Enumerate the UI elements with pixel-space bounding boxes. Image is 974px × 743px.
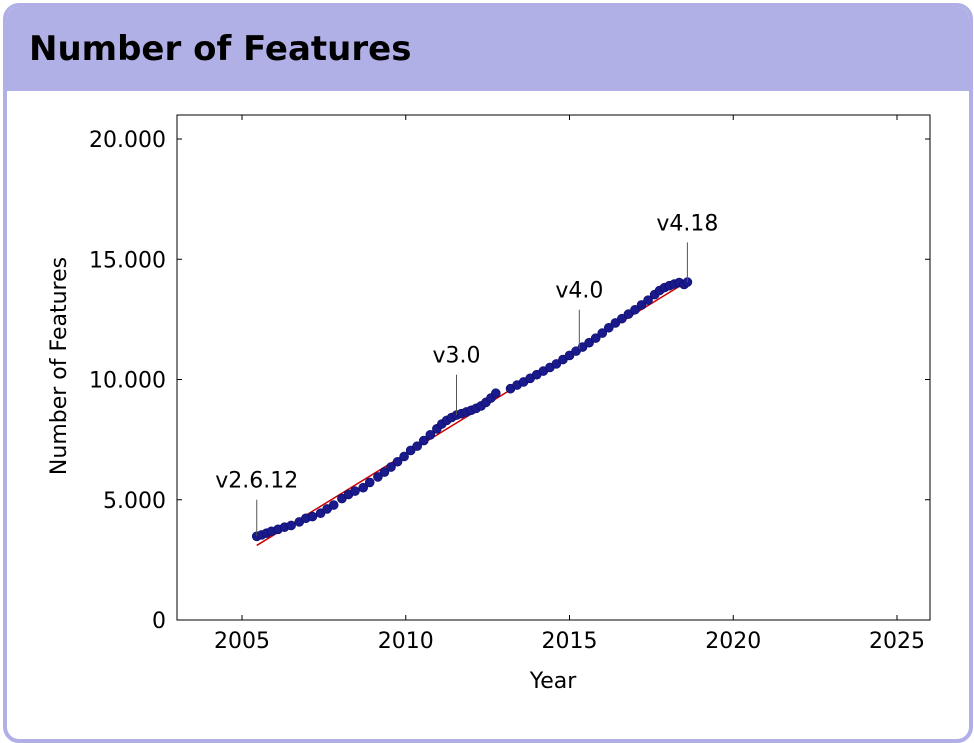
data-point xyxy=(364,477,375,488)
data-point xyxy=(379,467,390,477)
data-point xyxy=(617,313,627,324)
x-tick-label: 2020 xyxy=(705,629,761,654)
y-axis-label: Number of Features xyxy=(47,257,72,475)
panel-title-bar: Number of Features xyxy=(7,7,969,91)
panel-title: Number of Features xyxy=(29,29,412,69)
annotation-label: v4.0 xyxy=(555,279,603,304)
data-point xyxy=(603,322,614,333)
x-tick-label: 2025 xyxy=(869,629,925,654)
annotation-label: v2.6.12 xyxy=(215,469,298,494)
annotation-label: v3.0 xyxy=(433,344,481,369)
data-point xyxy=(286,520,296,531)
plot-area xyxy=(176,114,931,621)
x-tick-label: 2010 xyxy=(378,629,434,654)
data-point xyxy=(373,472,383,482)
data-point xyxy=(425,430,436,440)
data-point xyxy=(584,337,594,348)
data-point xyxy=(418,435,429,446)
data-point xyxy=(328,500,339,510)
data-point xyxy=(491,388,501,399)
data-point xyxy=(399,451,409,462)
x-tick-label: 2005 xyxy=(214,629,270,654)
data-point xyxy=(350,486,360,496)
data-point xyxy=(412,441,423,451)
data-point xyxy=(358,482,368,493)
data-point xyxy=(590,333,601,343)
annotation-label: v4.18 xyxy=(656,211,718,236)
data-point xyxy=(307,511,318,522)
y-tick-label: 5.000 xyxy=(103,489,166,514)
y-tick-label: 20.000 xyxy=(89,128,166,153)
x-axis-label: Year xyxy=(529,669,578,694)
data-point xyxy=(392,456,403,467)
data-point xyxy=(643,295,653,305)
y-tick-label: 10.000 xyxy=(89,369,166,394)
y-tick-label: 15.000 xyxy=(89,248,166,273)
x-tick-label: 2015 xyxy=(542,629,598,654)
data-point xyxy=(597,328,608,338)
data-point xyxy=(636,300,647,310)
data-point xyxy=(386,462,396,472)
data-point xyxy=(630,304,640,315)
y-tick-label: 0 xyxy=(152,609,166,634)
